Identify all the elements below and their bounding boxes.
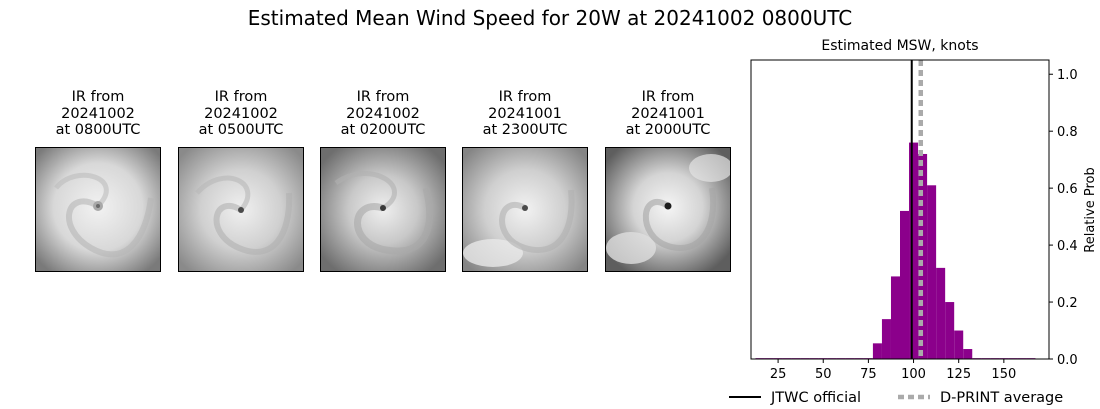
x-axis: 25 50 75 100 125 150: [770, 359, 1016, 382]
ir-panel-label: IR from 20241001 at 2000UTC: [625, 89, 711, 138]
ir-panel-label: IR from 20241002 at 0500UTC: [198, 89, 284, 138]
histogram-bar: [872, 343, 882, 359]
y-tick-label: 0.8: [1057, 125, 1078, 140]
y-tick-label: 1.0: [1057, 68, 1078, 83]
ir-panel-5: IR from 20241001 at 2000UTC: [605, 89, 731, 272]
x-tick-label: 50: [815, 367, 832, 382]
ir-satellite-image: [35, 147, 161, 272]
ir-panel-2: IR from 20241002 at 0500UTC: [178, 89, 304, 272]
y-axis-label: Relative Prob: [1083, 167, 1098, 252]
x-tick-label: 100: [901, 367, 926, 382]
histogram-bar: [909, 142, 919, 359]
histogram-bar: [963, 349, 973, 359]
histogram-bar: [900, 210, 910, 359]
histogram-bar: [936, 267, 946, 359]
ir-panel-label: IR from 20241002 at 0800UTC: [55, 89, 141, 138]
ir-panel-label: IR from 20241002 at 0200UTC: [340, 89, 426, 138]
ir-satellite-image: [178, 147, 304, 272]
histogram-bars: [755, 142, 1036, 359]
chart-legend: JTWC official D-PRINT average: [729, 390, 1063, 406]
y-tick-label: 0.2: [1057, 296, 1078, 311]
plot-frame: [750, 59, 1050, 360]
reference-lines: [910, 60, 924, 359]
histogram-bar: [881, 319, 891, 359]
legend-label-jtwc: JTWC official: [770, 390, 861, 406]
ir-panel-1: IR from 20241002 at 0800UTC: [35, 89, 161, 272]
y-tick-label: 0.4: [1057, 239, 1078, 254]
ir-panel-3: IR from 20241002 at 0200UTC: [320, 89, 446, 272]
histogram-bar: [954, 330, 964, 359]
x-tick-label: 150: [991, 367, 1016, 382]
ir-panel-label: IR from 20241001 at 2300UTC: [482, 89, 568, 138]
y-tick-label: 0.6: [1057, 182, 1078, 197]
histogram-bar: [945, 302, 955, 359]
ir-panel-4: IR from 20241001 at 2300UTC: [462, 89, 588, 272]
figure-title: Estimated Mean Wind Speed for 20W at 202…: [247, 6, 853, 30]
chart-title: Estimated MSW, knots: [821, 38, 978, 54]
legend-label-dprint: D-PRINT average: [940, 390, 1063, 406]
histogram-bar: [918, 153, 928, 359]
ir-satellite-image: [320, 147, 446, 272]
x-tick-label: 25: [770, 367, 787, 382]
y-axis: 0.0 0.2 0.4 0.6 0.8 1.0: [1049, 68, 1078, 368]
ir-satellite-image: [605, 147, 731, 272]
y-tick-label: 0.0: [1057, 353, 1078, 368]
x-tick-label: 75: [860, 367, 877, 382]
histogram-bar: [927, 185, 937, 359]
ir-satellite-image: [462, 147, 588, 272]
x-tick-label: 125: [946, 367, 971, 382]
histogram-bar: [890, 276, 900, 359]
